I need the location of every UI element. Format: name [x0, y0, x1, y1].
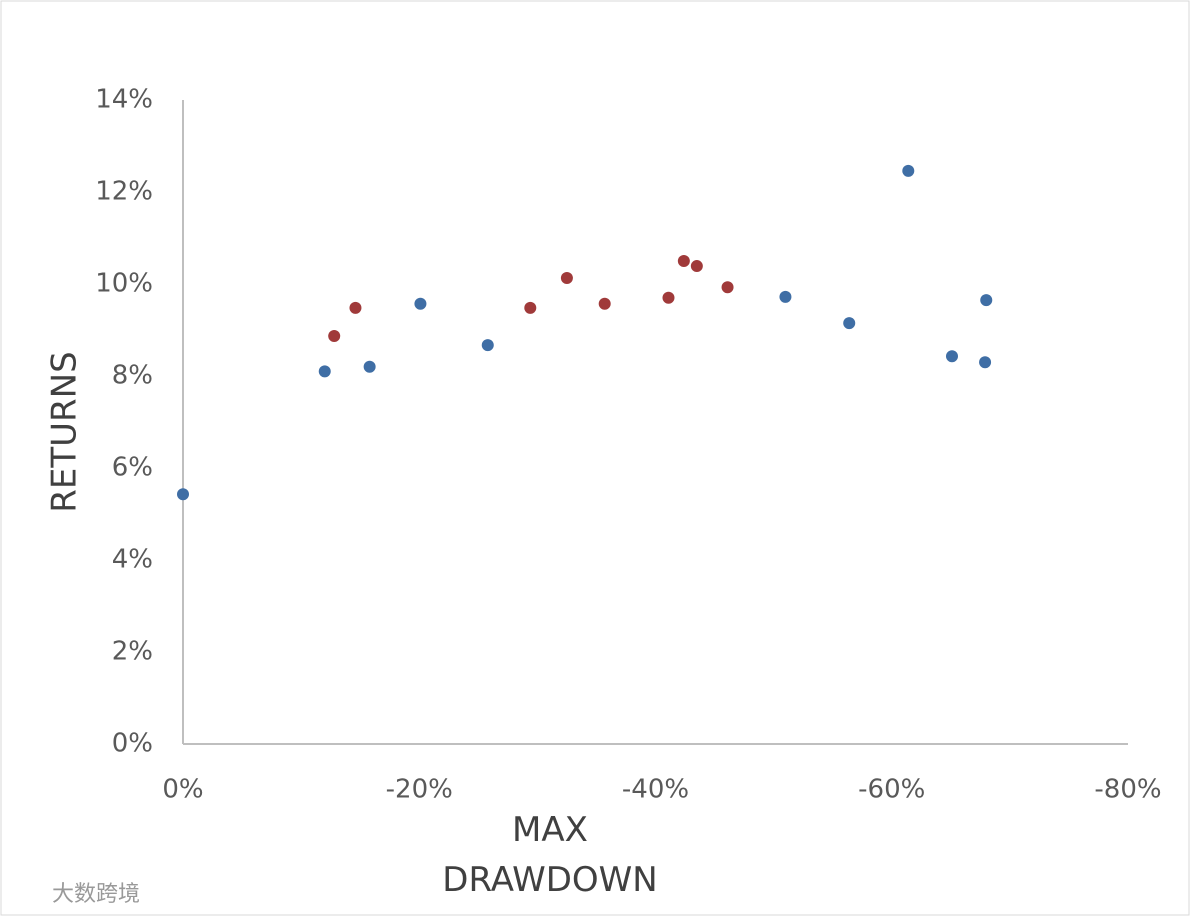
x-tick-label: -80%	[1094, 775, 1161, 805]
point	[414, 297, 427, 310]
y-tick-label: 14%	[95, 85, 153, 115]
point	[328, 329, 341, 342]
point	[481, 339, 494, 352]
y-tick-label: 12%	[95, 177, 153, 207]
point	[363, 360, 376, 373]
x-tick-label: -40%	[622, 775, 689, 805]
y-tick-label: 2%	[112, 637, 153, 667]
point	[779, 290, 792, 303]
x-tick-label: -20%	[386, 775, 453, 805]
point	[721, 281, 734, 294]
y-tick-label: 6%	[112, 453, 153, 483]
y-tick-label: 4%	[112, 545, 153, 575]
y-tick-label: 8%	[112, 361, 153, 391]
y-tick-label: 0%	[112, 729, 153, 759]
point	[980, 294, 993, 307]
point	[843, 317, 856, 330]
y-axis-title: RETURNS	[45, 351, 85, 512]
x-tick-label: -60%	[858, 775, 925, 805]
watermark: 大数跨境	[52, 882, 141, 907]
point	[349, 301, 362, 314]
point	[662, 291, 675, 304]
x-tick-label: 0%	[162, 775, 203, 805]
point	[598, 297, 611, 310]
point	[945, 350, 958, 363]
point	[524, 301, 537, 314]
point	[979, 356, 992, 369]
point	[677, 255, 690, 267]
point	[318, 365, 331, 378]
point	[690, 260, 703, 273]
x-axis-title: MAX DRAWDOWN	[442, 810, 658, 900]
y-tick-label: 10%	[95, 269, 153, 299]
point	[177, 488, 189, 501]
point	[902, 164, 915, 177]
point	[560, 272, 573, 285]
